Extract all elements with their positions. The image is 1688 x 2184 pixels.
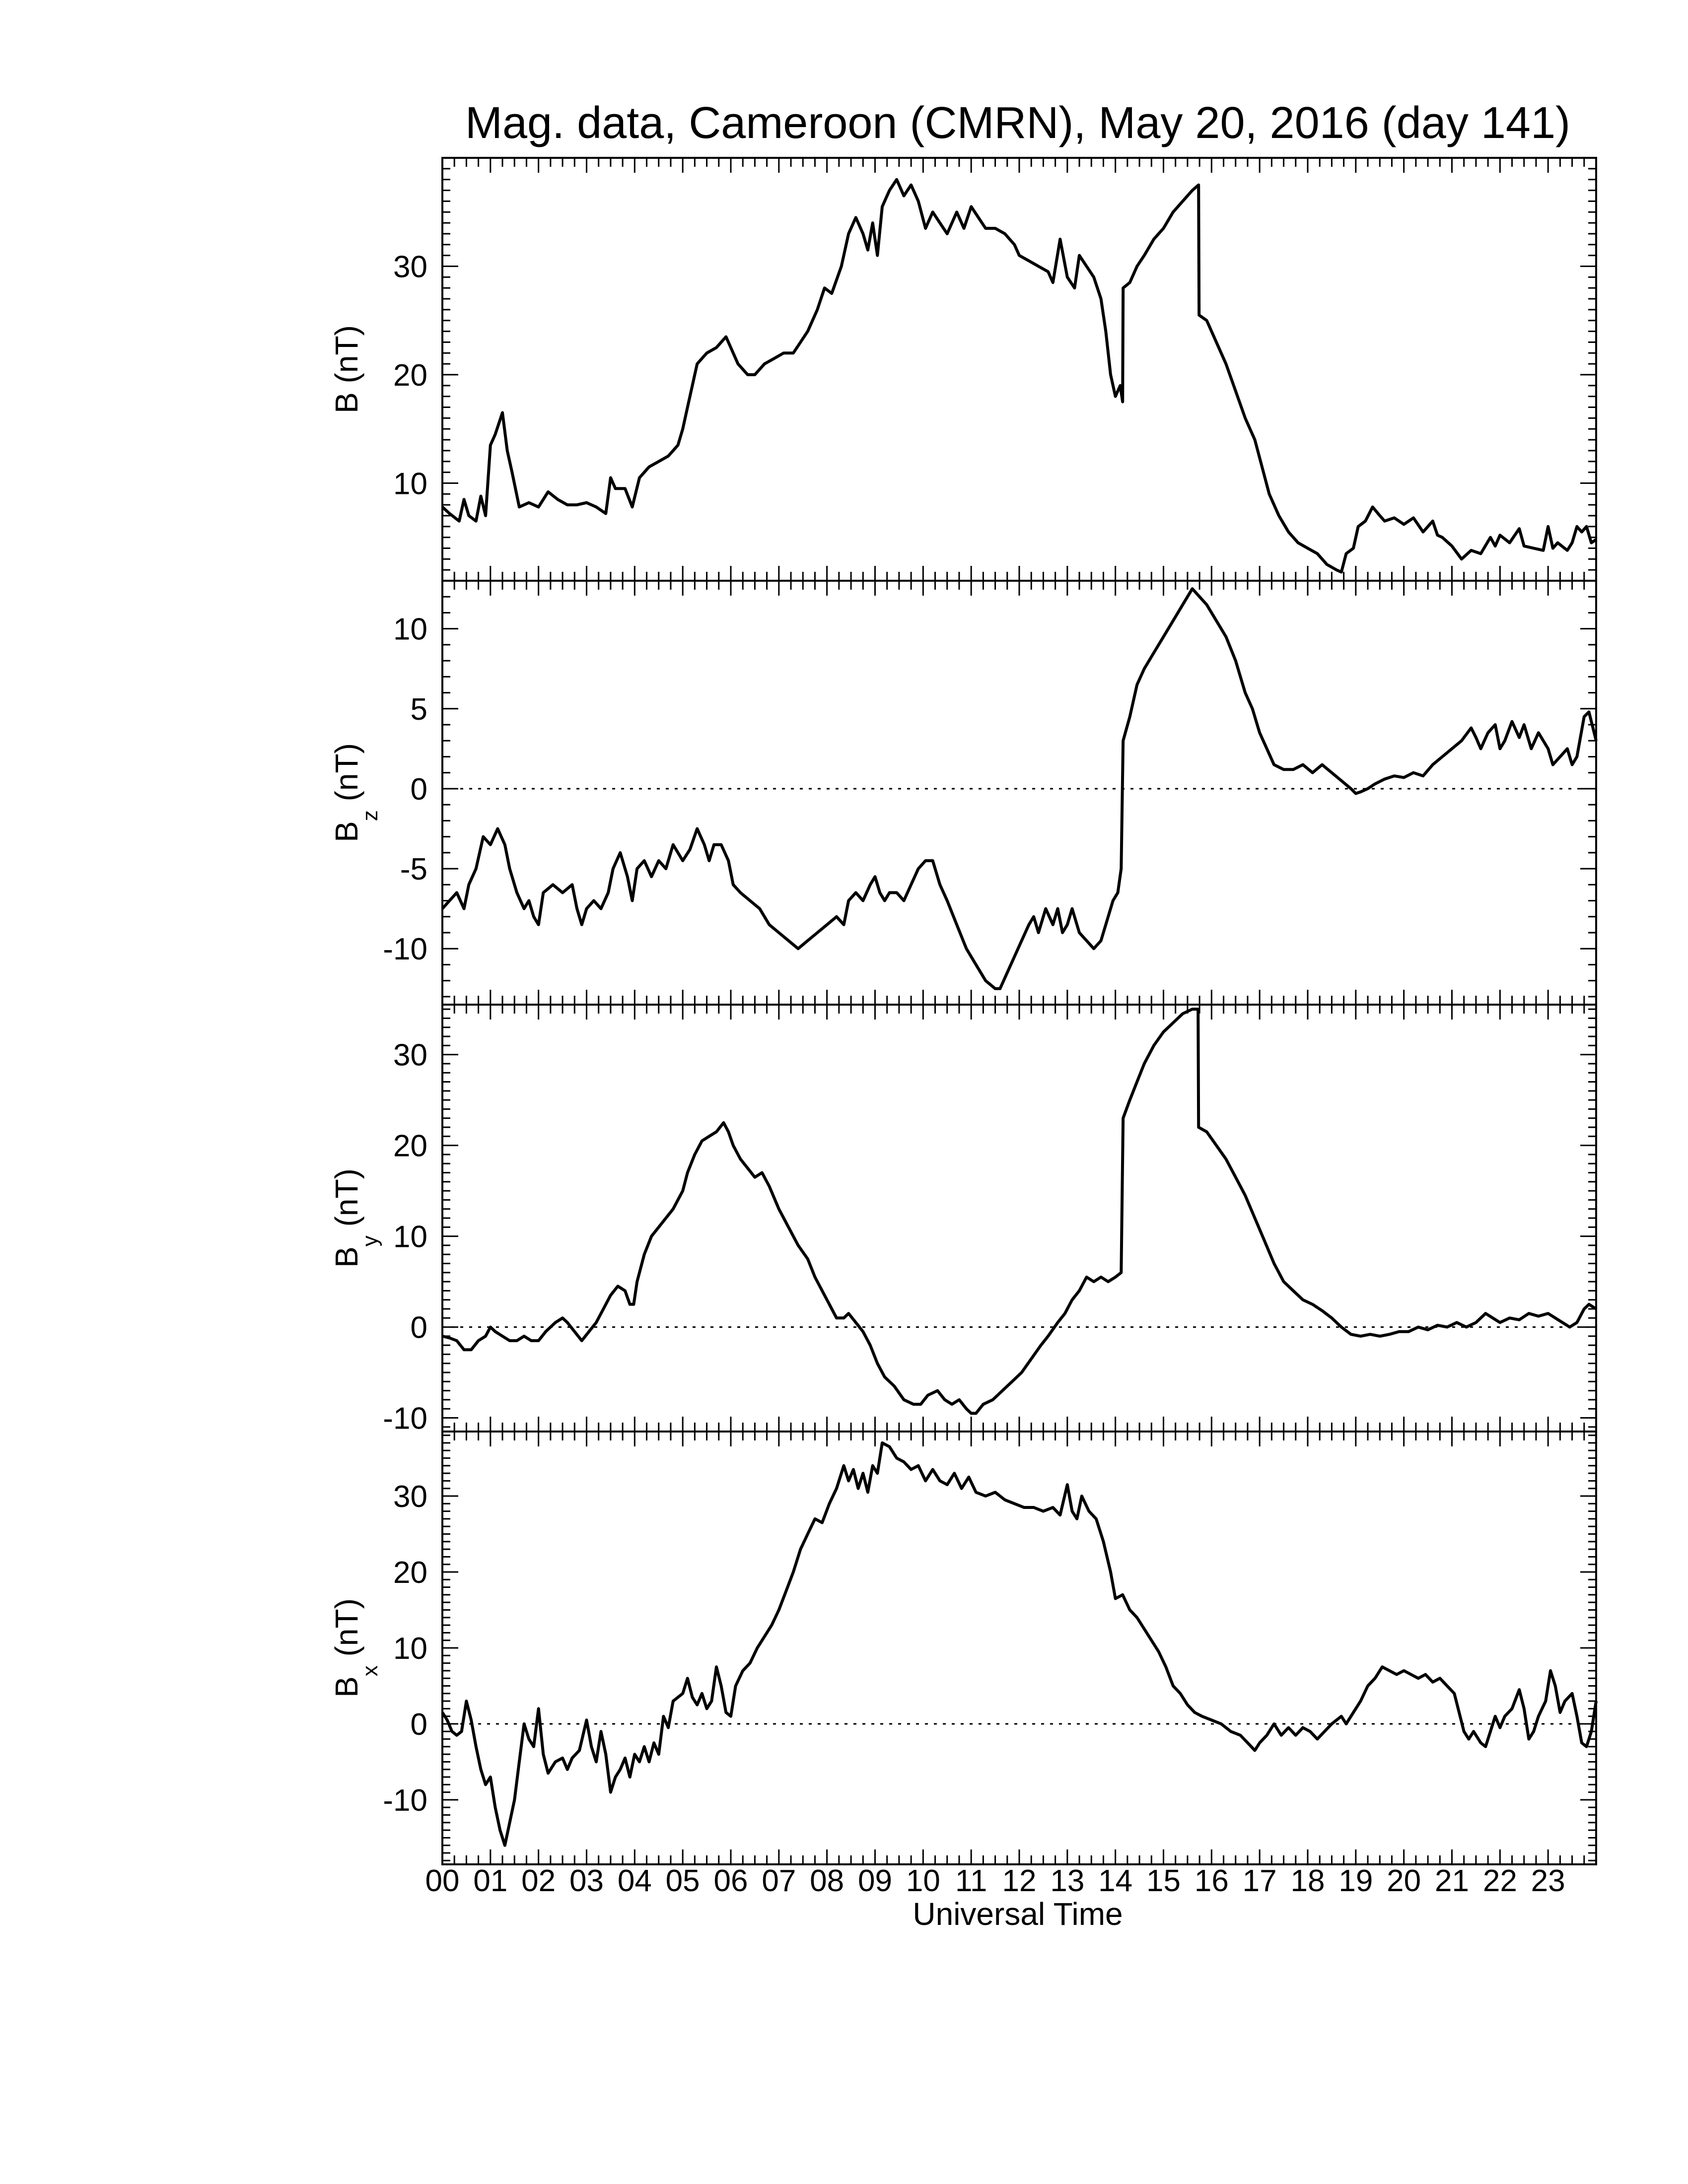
x-tick-label: 07 [762,1864,796,1898]
x-tick-label: 06 [714,1864,748,1898]
panel-frame-Bx [441,1431,1597,1865]
y-tick-label: 20 [393,1556,427,1590]
panel-frame-By [441,1004,1597,1433]
y-tick-label: 0 [411,772,427,807]
y-tick-label: 10 [393,1632,427,1666]
y-axis-label-B: B (nT) [329,325,364,413]
panel-Bx: -10 0 10 20 30 Bx (nT) [329,1431,1598,1865]
x-tick-label: 21 [1435,1864,1469,1898]
y-axis-label-Bz: Bz (nT) [329,743,382,842]
y-axis-label-By: By (nT) [329,1168,382,1268]
series-line-B [441,178,1597,574]
panel-By: -10 0 10 20 30 By (nT) [329,1004,1597,1436]
x-tick-label: 14 [1098,1864,1132,1898]
x-tick-label: 02 [521,1864,556,1898]
y-tick-label: 30 [393,250,427,284]
x-tick-label: 04 [618,1864,652,1898]
x-tick-label: 18 [1291,1864,1325,1898]
x-tick-label: 08 [810,1864,844,1898]
y-tick-label: 10 [393,467,427,501]
panel-B: 10 20 30 B (nT) [329,157,1597,582]
x-tick-label: 19 [1338,1864,1373,1898]
x-axis: 00 01 02 03 04 05 06 07 08 09 10 11 12 13 14 15 16 17 18 19… [425,1864,1565,1898]
x-tick-label: 12 [1002,1864,1037,1898]
y-tick-label: -10 [383,932,427,966]
y-tick-label: -10 [383,1783,427,1818]
series-line-Bx [441,1441,1598,1847]
x-tick-label: 10 [906,1864,940,1898]
y-tick-label: 30 [393,1480,427,1514]
x-tick-label: 22 [1483,1864,1517,1898]
y-tick-label: -10 [383,1402,427,1436]
x-tick-label: 15 [1146,1864,1181,1898]
series-line-By [442,1008,1597,1415]
panel-frame-Bz [441,580,1597,1006]
y-tick-label: 20 [393,1129,427,1163]
y-tick-label: 20 [393,358,427,393]
x-tick-label: 00 [425,1864,460,1898]
y-axis-label-Bx: Bx (nT) [329,1598,382,1698]
y-tick-label: -5 [400,852,427,887]
x-tick-label: 20 [1387,1864,1421,1898]
y-tick-label: 0 [411,1311,427,1345]
series-line-Bz [441,587,1598,990]
x-tick-label: 13 [1050,1864,1084,1898]
x-tick-label: 03 [569,1864,604,1898]
chart-title: Mag. data, Cameroon (CMRN), May 20, 2016… [465,98,1570,148]
y-tick-label: 10 [393,1220,427,1254]
y-tick-label: 10 [393,613,427,647]
x-tick-label: 17 [1243,1864,1277,1898]
x-tick-label: 23 [1531,1864,1565,1898]
y-tick-label: 5 [411,692,427,727]
x-tick-label: 16 [1195,1864,1229,1898]
panel-frame-B [441,157,1597,582]
y-tick-label: 0 [411,1707,427,1742]
x-axis-label: Universal Time [913,1896,1123,1932]
panel-Bz: -10 -5 0 5 10 Bz (nT) [329,580,1598,1006]
x-tick-label: 11 [955,1864,987,1898]
x-tick-label: 09 [858,1864,892,1898]
y-tick-label: 30 [393,1038,427,1073]
x-tick-label: 01 [473,1864,507,1898]
x-tick-label: 05 [666,1864,700,1898]
panels-group: 10 20 30 B (nT) -10 -5 0 5 10 Bz (nT) -10 0 10 20 30 By… [329,157,1598,1865]
